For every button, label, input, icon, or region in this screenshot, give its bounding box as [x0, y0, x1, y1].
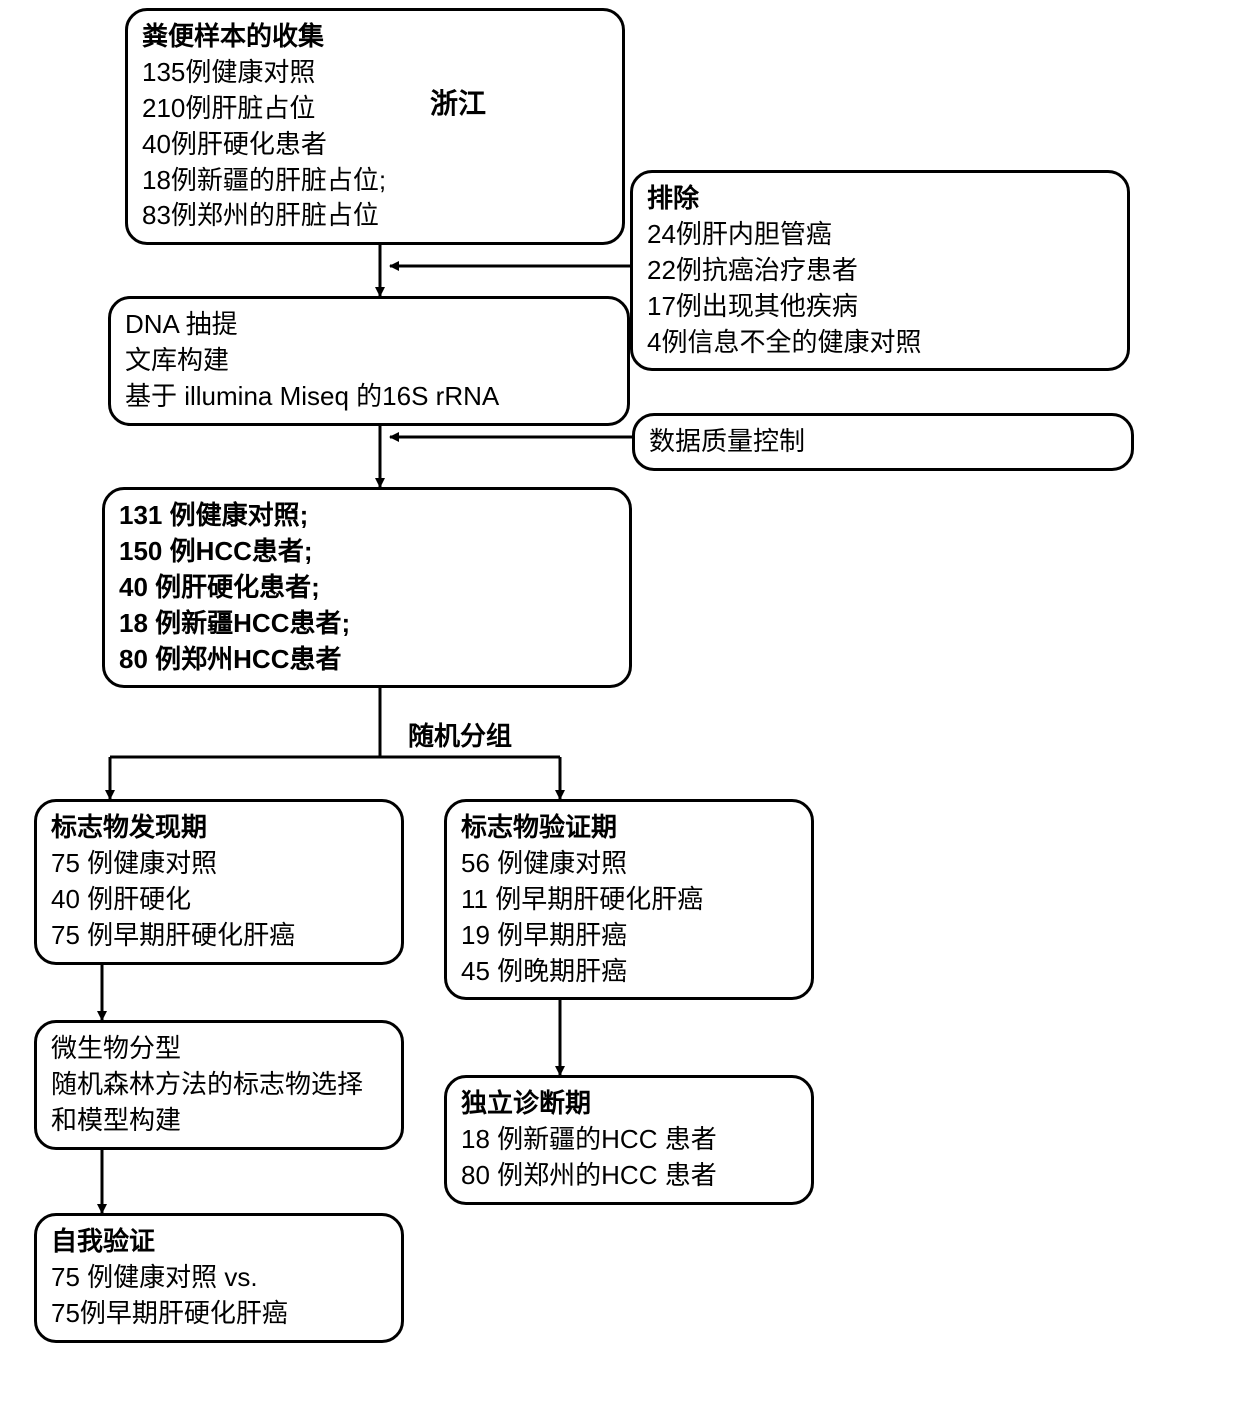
node-indep-line: 80 例郑州的HCC 患者: [461, 1158, 797, 1194]
node-cohort-line: 131 例健康对照;: [119, 498, 615, 534]
node-validation-line: 11 例早期肝硬化肝癌: [461, 882, 797, 918]
node-exclusion: 排除24例肝内胆管癌22例抗癌治疗患者17例出现其他疾病4例信息不全的健康对照: [630, 170, 1130, 371]
flowchart-canvas: 粪便样本的收集135例健康对照210例肝脏占位40例肝硬化患者18例新疆的肝脏占…: [0, 0, 1240, 1417]
node-exclusion-line: 24例肝内胆管癌: [647, 217, 1113, 253]
node-discovery: 标志物发现期75 例健康对照40 例肝硬化75 例早期肝硬化肝癌: [34, 799, 404, 965]
node-selfval: 自我验证75 例健康对照 vs.75例早期肝硬化肝癌: [34, 1213, 404, 1343]
node-rf-line: 和模型构建: [51, 1103, 387, 1139]
node-dna-line: 基于 illumina Miseq 的16S rRNA: [125, 379, 613, 415]
node-qc: 数据质量控制: [632, 413, 1134, 471]
node-cohort-line: 18 例新疆HCC患者;: [119, 606, 615, 642]
node-discovery-line: 75 例健康对照: [51, 846, 387, 882]
node-collection-line: 135例健康对照: [142, 55, 608, 91]
node-collection: 粪便样本的收集135例健康对照210例肝脏占位40例肝硬化患者18例新疆的肝脏占…: [125, 8, 625, 245]
node-validation-line: 标志物验证期: [461, 810, 797, 846]
node-exclusion-line: 排除: [647, 181, 1113, 217]
node-collection-line: 210例肝脏占位: [142, 91, 608, 127]
node-discovery-line: 标志物发现期: [51, 810, 387, 846]
node-collection-line: 83例郑州的肝脏占位: [142, 198, 608, 234]
node-exclusion-line: 4例信息不全的健康对照: [647, 325, 1113, 361]
node-qc-line: 数据质量控制: [649, 424, 1117, 460]
node-dna: DNA 抽提文库构建基于 illumina Miseq 的16S rRNA: [108, 296, 630, 426]
node-collection-line: 粪便样本的收集: [142, 19, 608, 55]
node-validation-line: 56 例健康对照: [461, 846, 797, 882]
node-indep-line: 18 例新疆的HCC 患者: [461, 1122, 797, 1158]
node-selfval-line: 75 例健康对照 vs.: [51, 1260, 387, 1296]
node-cohort-line: 80 例郑州HCC患者: [119, 642, 615, 678]
node-discovery-line: 75 例早期肝硬化肝癌: [51, 918, 387, 954]
node-indep: 独立诊断期18 例新疆的HCC 患者80 例郑州的HCC 患者: [444, 1075, 814, 1205]
node-rf-line: 微生物分型: [51, 1031, 387, 1067]
node-indep-line: 独立诊断期: [461, 1086, 797, 1122]
node-collection-line: 40例肝硬化患者: [142, 127, 608, 163]
node-selfval-line: 75例早期肝硬化肝癌: [51, 1296, 387, 1332]
node-exclusion-line: 17例出现其他疾病: [647, 289, 1113, 325]
node-cohort-line: 150 例HCC患者;: [119, 534, 615, 570]
label-zhejiang: 浙江: [430, 82, 486, 122]
node-selfval-line: 自我验证: [51, 1224, 387, 1260]
node-discovery-line: 40 例肝硬化: [51, 882, 387, 918]
label-random_split: 随机分组: [408, 716, 512, 753]
node-dna-line: DNA 抽提: [125, 307, 613, 343]
node-rf-line: 随机森林方法的标志物选择: [51, 1067, 387, 1103]
node-dna-line: 文库构建: [125, 343, 613, 379]
node-cohort-line: 40 例肝硬化患者;: [119, 570, 615, 606]
node-validation-line: 45 例晚期肝癌: [461, 954, 797, 990]
node-validation-line: 19 例早期肝癌: [461, 918, 797, 954]
node-exclusion-line: 22例抗癌治疗患者: [647, 253, 1113, 289]
node-cohort: 131 例健康对照;150 例HCC患者;40 例肝硬化患者;18 例新疆HCC…: [102, 487, 632, 688]
node-validation: 标志物验证期56 例健康对照11 例早期肝硬化肝癌19 例早期肝癌45 例晚期肝…: [444, 799, 814, 1000]
node-rf: 微生物分型随机森林方法的标志物选择和模型构建: [34, 1020, 404, 1150]
node-collection-line: 18例新疆的肝脏占位;: [142, 163, 608, 199]
